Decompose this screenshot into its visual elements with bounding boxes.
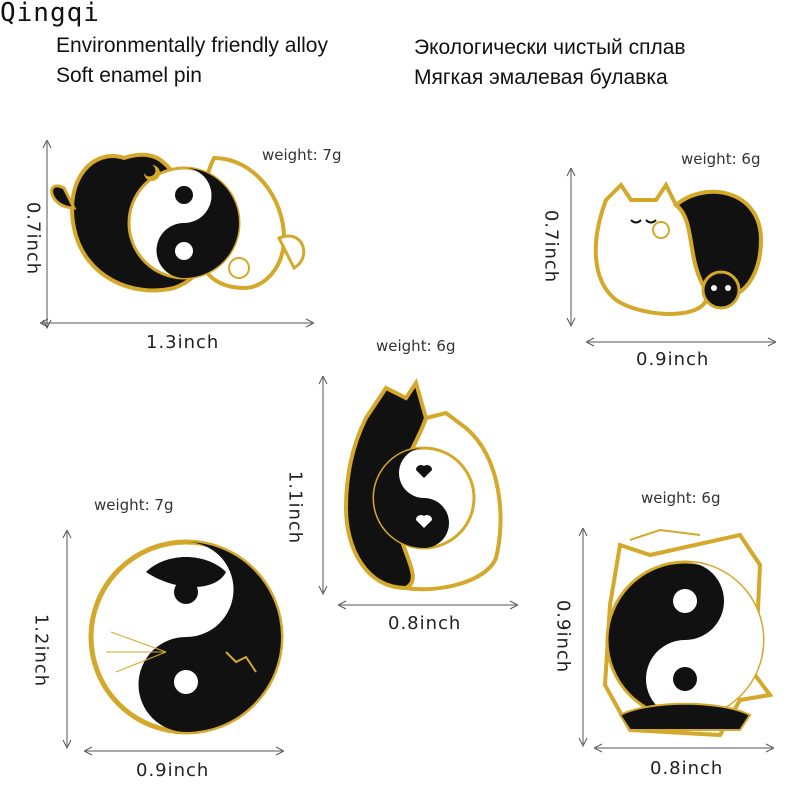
pin4-width-label: 0.9inch — [136, 760, 210, 781]
pin3-height-label: 1.1inch — [284, 470, 306, 545]
desc-line2-en: Soft enamel pin — [56, 64, 202, 87]
pin2-width-label: 0.9inch — [636, 349, 710, 370]
brand-title: Qingqi — [0, 0, 100, 28]
pin3-width-arrow — [338, 600, 518, 610]
pin1-width-label: 1.3inch — [146, 332, 220, 353]
pin3-weight: weight: 6g — [376, 337, 456, 355]
pin2-height-label: 0.7inch — [540, 209, 562, 284]
wolf-pin — [343, 378, 503, 592]
pin2-width-arrow — [586, 337, 776, 347]
pin2-weight: weight: 6g — [681, 150, 761, 168]
cat-pin — [593, 181, 764, 316]
desc-line2-ru: Мягкая эмалевая булавка — [414, 66, 668, 89]
pin3-height-arrow — [318, 376, 328, 596]
pin4-height-arrow — [62, 530, 72, 750]
pin5-height-arrow — [578, 528, 588, 748]
fox-pin — [88, 539, 284, 735]
pin4-weight: weight: 7g — [94, 496, 174, 514]
pin1-width-arrow — [40, 318, 314, 328]
pin4-width-arrow — [84, 746, 284, 756]
desc-line1-ru: Экологически чистый сплав — [414, 36, 686, 59]
pin5-width-label: 0.8inch — [650, 758, 724, 779]
pin4-height-label: 1.2inch — [30, 613, 52, 688]
pin5-width-arrow — [594, 743, 774, 753]
pin3-width-label: 0.8inch — [388, 613, 462, 634]
pin5-weight: weight: 6g — [641, 489, 721, 507]
pin1-height-label: 0.7inch — [22, 201, 44, 276]
koi-fish-pin — [50, 152, 306, 293]
pin1-weight: weight: 7g — [262, 146, 342, 164]
dragon-pin — [602, 528, 774, 738]
desc-line1-en: Environmentally friendly alloy — [56, 34, 328, 57]
pin5-height-label: 0.9inch — [552, 599, 574, 674]
pin2-height-arrow — [566, 168, 576, 328]
